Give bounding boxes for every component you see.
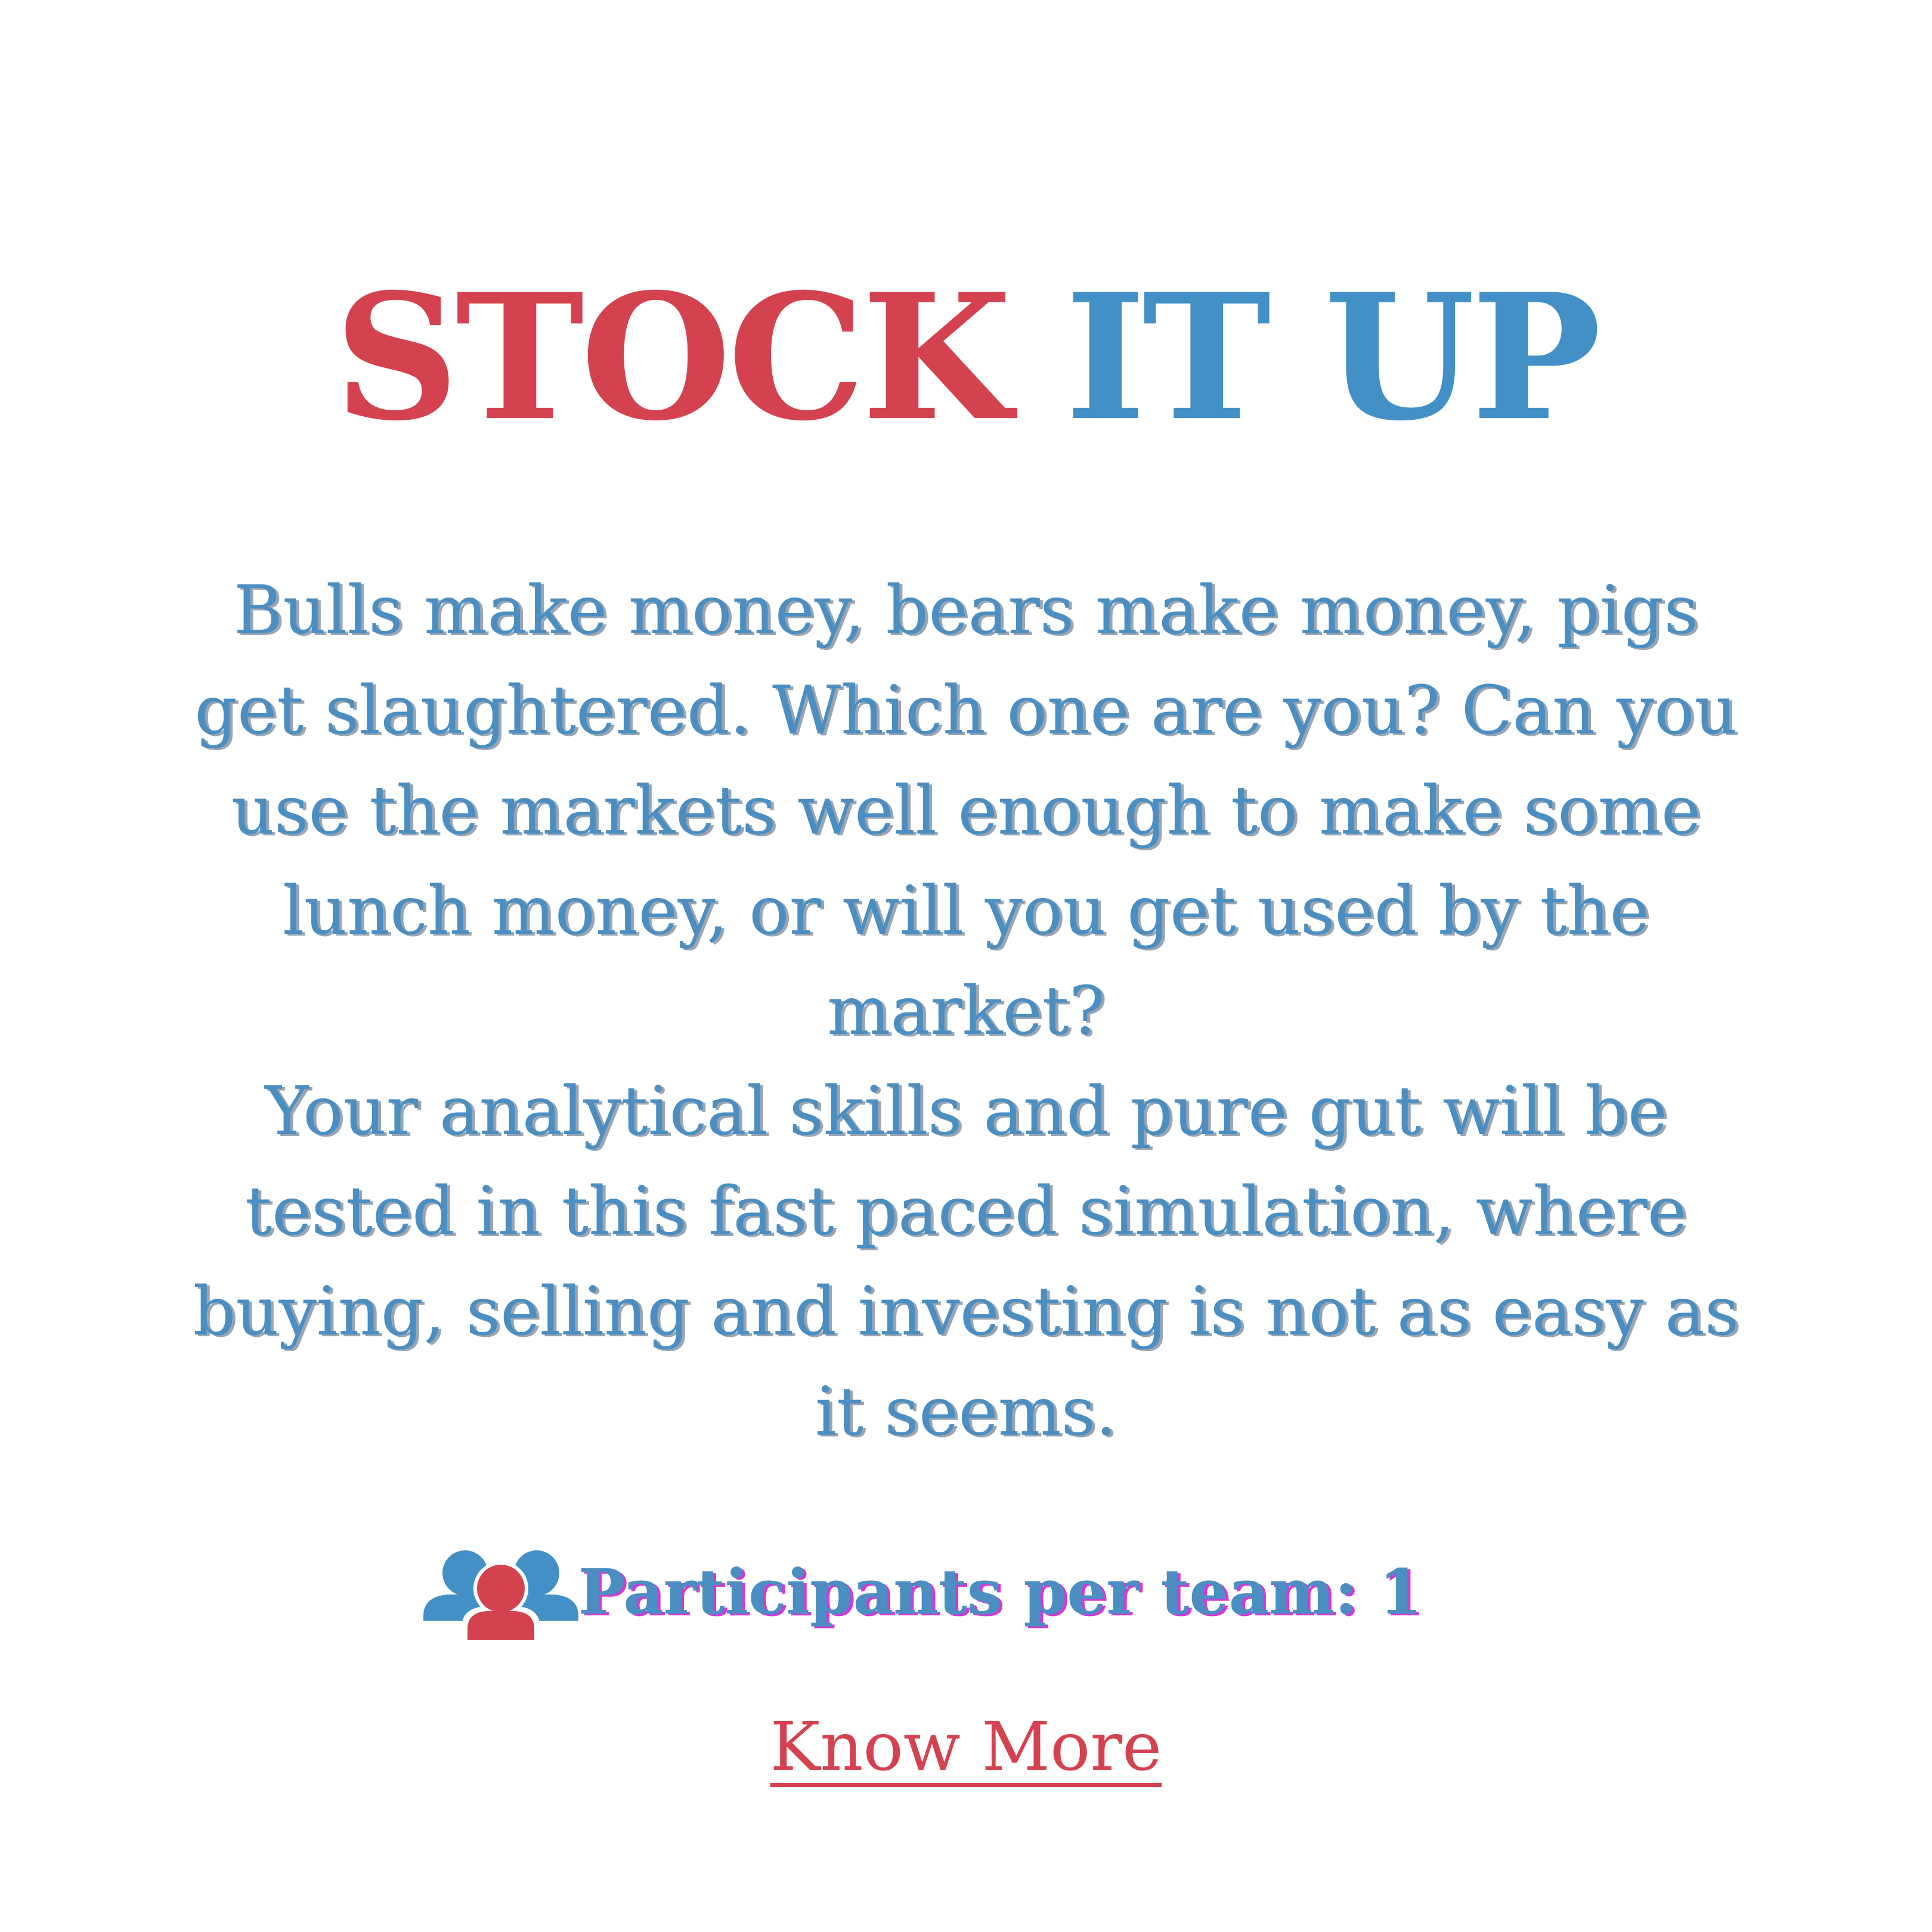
participants-label: Participants per team: 1 [578, 1555, 1422, 1628]
title-part-it-up: IT UP [1065, 256, 1601, 459]
title-part-stock: STOCK [334, 256, 1012, 459]
group-icon [423, 1550, 578, 1640]
page-title: STOCK IT UP [0, 262, 1932, 453]
know-more-link[interactable]: Know More [770, 1708, 1162, 1786]
know-more-container: Know More [0, 1705, 1932, 1789]
description-paragraph-2: Your analytical skills and pure gut will… [193, 1073, 1739, 1451]
description-paragraph-1: Bulls make money, bears make money, pigs… [194, 572, 1738, 1050]
participants-info: Participants per team: 1 [423, 1544, 1422, 1640]
